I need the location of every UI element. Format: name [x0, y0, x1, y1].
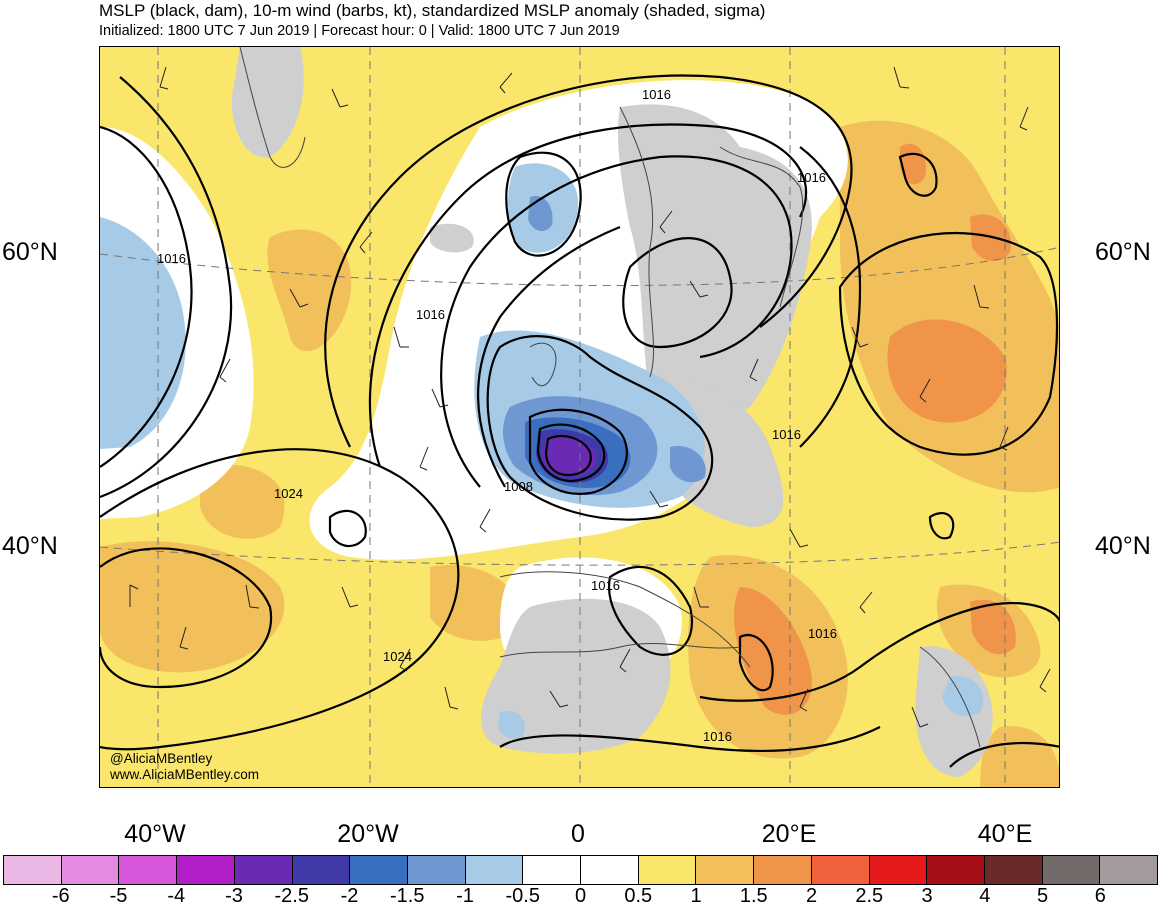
lat-label-40n-left: 40°N	[2, 532, 58, 560]
colorbar-swatch	[465, 856, 524, 884]
lon-label: 0	[571, 820, 585, 848]
colorbar-swatch	[927, 856, 985, 884]
colorbar-tick-label: -5	[109, 885, 128, 907]
lon-label: 40°E	[977, 820, 1033, 848]
lat-label-40n-right: 40°N	[1095, 532, 1151, 560]
lon-label: 20°W	[337, 820, 399, 848]
colorbar	[3, 855, 1158, 885]
isobar-label: 1016	[797, 170, 826, 185]
colorbar-swatch	[177, 856, 235, 884]
colorbar-tick-label: 6	[1094, 885, 1106, 907]
colorbar-tick-label: -3	[225, 885, 243, 907]
colorbar-swatch	[869, 856, 928, 884]
colorbar-swatch	[407, 856, 466, 884]
colorbar-swatch	[292, 856, 351, 884]
colorbar-tick-label: 5	[1036, 885, 1049, 907]
isobar-label: 1016	[703, 729, 732, 744]
colorbar-tick-label: -2.5	[274, 885, 309, 907]
colorbar-tick-label: 2.5	[855, 885, 884, 907]
lat-label-60n-left: 60°N	[2, 238, 58, 266]
colorbar-swatch	[61, 856, 120, 884]
colorbar-swatch	[638, 856, 697, 884]
colorbar-swatch	[234, 856, 293, 884]
colorbar-swatch	[4, 856, 62, 884]
map-canvas: 1016 1016 1016 1016 1016 1016 1016 1008 …	[100, 47, 1059, 787]
chart-subtitle: Initialized: 1800 UTC 7 Jun 2019 | Forec…	[99, 23, 620, 39]
colorbar-tick-label: -4	[167, 885, 186, 907]
colorbar-swatch	[581, 856, 639, 884]
coastlines	[239, 47, 981, 748]
colorbar-tick-label: -1.5	[390, 885, 425, 907]
isobar-label: 1024	[383, 649, 412, 664]
colorbar-swatch	[119, 856, 178, 884]
isobar-label-group: 1016 1016 1016 1016 1016 1016 1016 1008 …	[157, 87, 837, 744]
colorbar-swatch	[984, 856, 1043, 884]
isobar-label: 1008	[504, 479, 533, 494]
isobar-label: 1016	[808, 626, 837, 641]
colorbar-swatch	[1042, 856, 1101, 884]
isobar-label: 1016	[591, 578, 620, 593]
colorbar-swatch	[754, 856, 812, 884]
colorbar-tick-label: -6	[51, 885, 70, 907]
colorbar-swatch	[1100, 856, 1158, 884]
lon-label: 40°W	[124, 820, 186, 848]
isobar-label: 1016	[416, 307, 445, 322]
isobar-label: 1016	[642, 87, 671, 102]
colorbar-tick-label: 3	[921, 885, 933, 907]
isobar-label: 1024	[274, 486, 303, 501]
map-panel: 1016 1016 1016 1016 1016 1016 1016 1008 …	[99, 46, 1060, 788]
colorbar-swatch	[523, 856, 582, 884]
isobar-label: 1016	[772, 427, 801, 442]
colorbar-swatch	[811, 856, 870, 884]
negative-anomaly-areas	[100, 163, 984, 739]
colorbar-swatch	[350, 856, 408, 884]
colorbar-tick-label: -1	[456, 885, 474, 907]
isobar-label: 1016	[157, 251, 186, 266]
isobars	[100, 74, 1059, 768]
colorbar-tick-label: 0.5	[624, 885, 653, 907]
colorbar-tick-label: 1.5	[739, 885, 768, 907]
colorbar-swatch	[696, 856, 755, 884]
colorbar-tick-label: 0	[574, 885, 587, 907]
colorbar-tick-label: -0.5	[505, 885, 540, 907]
chart-title: MSLP (black, dam), 10-m wind (barbs, kt)…	[99, 1, 766, 20]
colorbar-tick-label: -2	[340, 885, 359, 907]
lat-label-60n-right: 60°N	[1095, 238, 1151, 266]
credit-website: www.AliciaMBentley.com	[110, 767, 260, 782]
colorbar-tick-label: 1	[690, 885, 702, 907]
credit-handle: @AliciaMBentley	[110, 751, 213, 766]
lon-label: 20°E	[761, 820, 817, 848]
colorbar-tick-label: 4	[979, 885, 991, 907]
wind-barbs	[129, 66, 1051, 728]
colorbar-tick-label: 2	[805, 885, 818, 907]
